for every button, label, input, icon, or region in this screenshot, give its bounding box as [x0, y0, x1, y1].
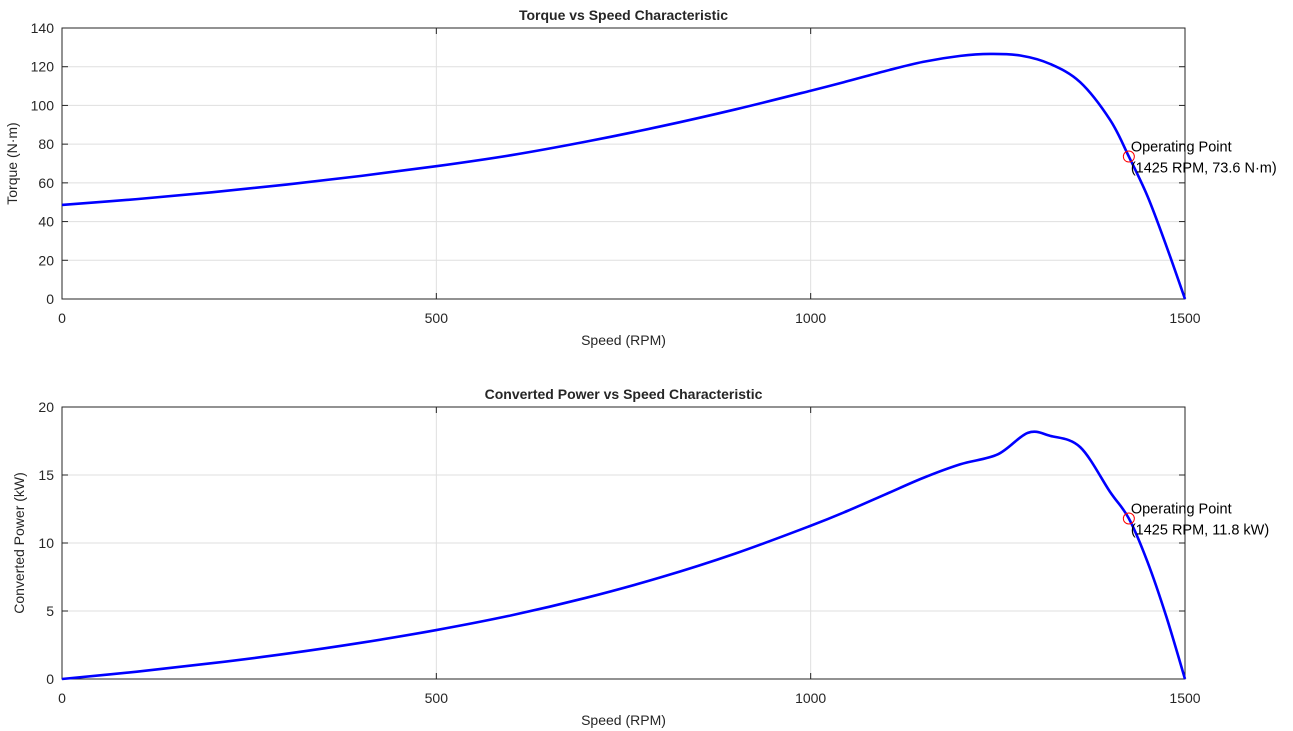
- x-tick-label: 1000: [795, 310, 826, 326]
- x-tick-label: 500: [425, 690, 449, 706]
- y-tick-label: 10: [38, 535, 54, 551]
- x-axis-label: Speed (RPM): [581, 332, 666, 348]
- y-tick-label: 0: [46, 671, 54, 687]
- y-tick-label: 40: [38, 214, 54, 230]
- y-tick-label: 60: [38, 175, 54, 191]
- y-tick-label: 20: [38, 399, 54, 415]
- y-tick-label: 20: [38, 252, 54, 268]
- operating-point-marker: [1122, 512, 1135, 525]
- y-tick-label: 120: [31, 59, 55, 75]
- y-axis-label: Torque (N·m): [4, 122, 20, 204]
- operating-point-value: (1425 RPM, 11.8 kW): [1131, 523, 1269, 539]
- y-axis-label: Converted Power (kW): [11, 472, 27, 614]
- x-tick-label: 0: [58, 310, 66, 326]
- series-line: [61, 52, 1187, 300]
- x-tick-label: 0: [58, 690, 66, 706]
- chart-title: Torque vs Speed Characteristic: [519, 7, 728, 23]
- operating-point-label: Operating Point: [1131, 502, 1232, 518]
- axes-frame: [61, 27, 1186, 300]
- operating-point-label: Operating Point: [1131, 140, 1232, 156]
- y-tick-label: 100: [31, 97, 55, 113]
- chart-title: Converted Power vs Speed Characteristic: [485, 386, 763, 402]
- x-tick-label: 500: [425, 310, 449, 326]
- y-tick-label: 140: [31, 20, 55, 36]
- operating-point-value: (1425 RPM, 73.6 N·m): [1131, 161, 1277, 177]
- x-tick-label: 1500: [1169, 690, 1200, 706]
- torque-speed-chart: 0 500 1000 1500 0 20 40 60 80 100 120 140 Torque vs …: [4, 7, 1277, 348]
- series-line: [61, 430, 1187, 681]
- operating-point-marker: [1122, 150, 1135, 163]
- x-tick-label: 1500: [1169, 310, 1200, 326]
- x-tick-label: 1000: [795, 690, 826, 706]
- y-tick-label: 80: [38, 136, 54, 152]
- power-speed-chart: 0 500 1000 1500 0 5 10 15 20 Converted Power vs S…: [11, 386, 1269, 728]
- y-tick-label: 0: [46, 291, 54, 307]
- y-tick-label: 5: [46, 603, 54, 619]
- y-tick-label: 15: [38, 467, 54, 483]
- x-axis-label: Speed (RPM): [581, 712, 666, 728]
